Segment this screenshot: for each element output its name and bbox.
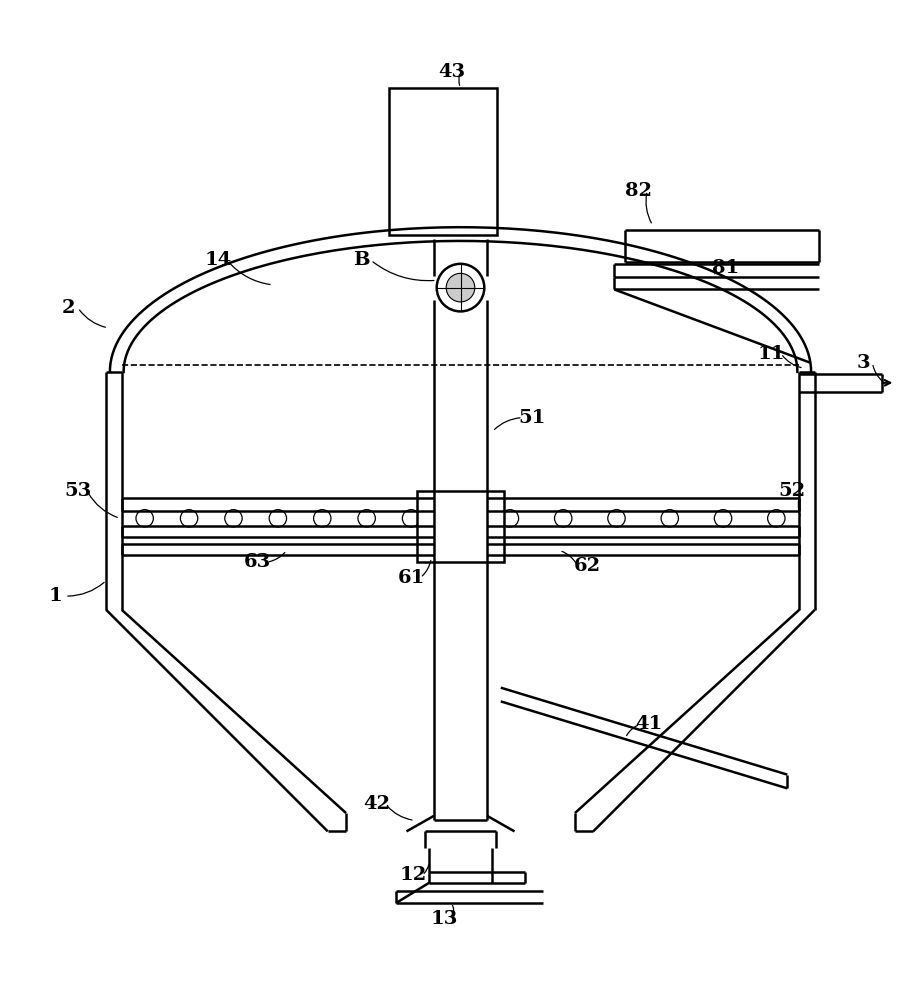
Text: 63: 63 xyxy=(244,553,271,571)
Text: 3: 3 xyxy=(857,354,870,372)
Circle shape xyxy=(661,510,679,527)
Circle shape xyxy=(715,510,732,527)
Bar xyxy=(417,491,504,562)
Text: 1: 1 xyxy=(49,587,63,605)
Circle shape xyxy=(402,510,420,527)
Text: 81: 81 xyxy=(712,259,740,277)
Circle shape xyxy=(136,510,154,527)
Text: 41: 41 xyxy=(635,715,663,733)
Text: 2: 2 xyxy=(62,299,76,317)
Text: 12: 12 xyxy=(400,866,426,884)
Bar xyxy=(389,88,497,235)
Text: B: B xyxy=(354,251,370,269)
Circle shape xyxy=(358,510,376,527)
Circle shape xyxy=(225,510,242,527)
Text: 61: 61 xyxy=(397,569,425,587)
Circle shape xyxy=(767,510,785,527)
Text: 14: 14 xyxy=(204,251,231,269)
Circle shape xyxy=(437,264,484,311)
Text: 13: 13 xyxy=(430,910,458,928)
Text: 53: 53 xyxy=(64,482,91,500)
Circle shape xyxy=(608,510,625,527)
Text: 52: 52 xyxy=(778,482,806,500)
Circle shape xyxy=(501,510,519,527)
Text: 62: 62 xyxy=(573,557,600,575)
Text: 42: 42 xyxy=(363,795,390,813)
Circle shape xyxy=(269,510,286,527)
Circle shape xyxy=(554,510,572,527)
Circle shape xyxy=(181,510,198,527)
Circle shape xyxy=(313,510,331,527)
Text: 11: 11 xyxy=(758,345,786,363)
Text: 51: 51 xyxy=(519,409,545,427)
Circle shape xyxy=(446,273,475,302)
Text: 43: 43 xyxy=(437,63,465,81)
Text: 82: 82 xyxy=(624,182,651,200)
